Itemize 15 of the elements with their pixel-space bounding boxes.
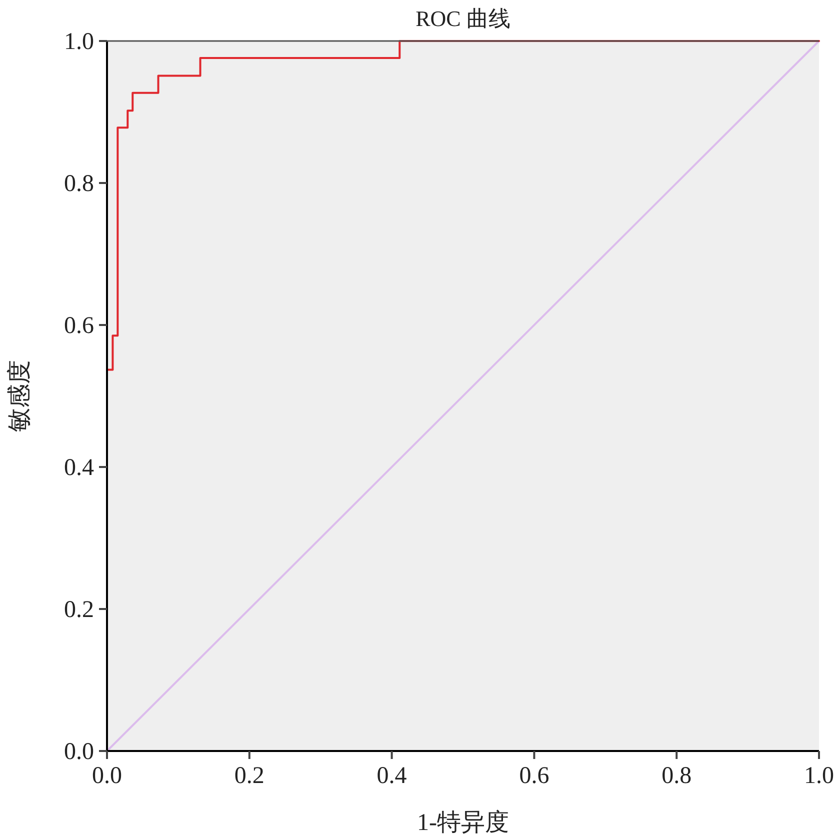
y-tick-label: 0.4	[64, 455, 94, 481]
x-tick-label: 0.4	[376, 763, 407, 789]
x-tick-label: 0.2	[234, 763, 264, 789]
y-tick-label: 1.0	[64, 29, 94, 55]
x-tick-label: 0.0	[92, 763, 122, 789]
y-tick-label: 0.2	[64, 597, 94, 623]
y-axis-title: 敏感度	[6, 360, 33, 432]
y-tick-label: 0.6	[64, 313, 94, 339]
chart-title: ROC 曲线	[416, 6, 510, 31]
x-tick-label: 1.0	[804, 763, 834, 789]
y-tick-label: 0.0	[64, 739, 94, 765]
y-tick-label: 0.8	[64, 171, 94, 197]
x-axis-title: 1-特异度	[417, 809, 509, 836]
x-tick-label: 0.8	[662, 763, 692, 789]
x-tick-label: 0.6	[519, 763, 550, 789]
